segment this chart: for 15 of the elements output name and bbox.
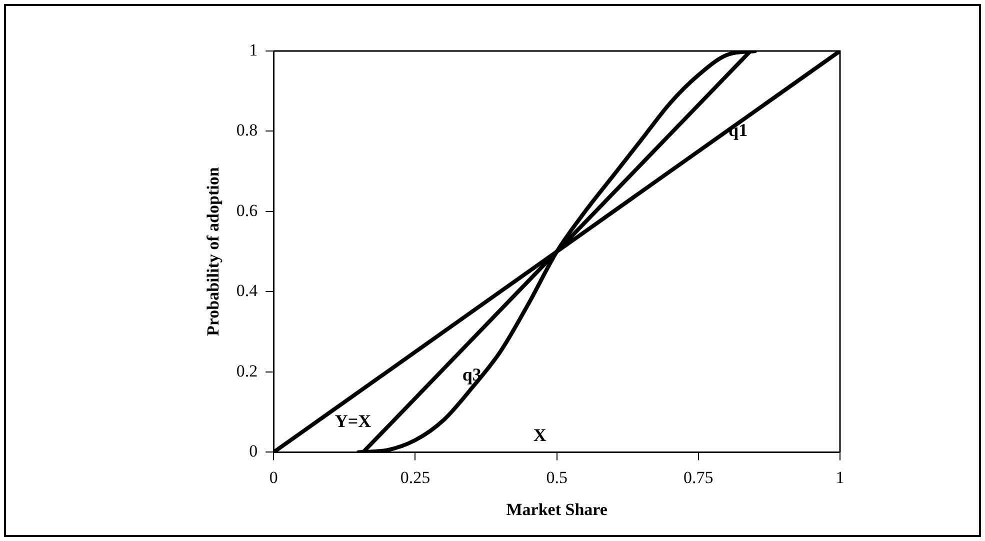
annotation: X [533, 424, 546, 445]
x-axis-title: Market Share [506, 500, 608, 520]
y-tick-label: 1 [249, 40, 258, 60]
annotation: Y=X [334, 410, 372, 431]
x-tick-label: 1 [836, 468, 844, 487]
x-tick-label: 0.75 [684, 468, 714, 487]
y-tick-label: 0.4 [236, 281, 258, 300]
x-tick-label: 0.25 [400, 468, 430, 487]
x-tick-label: 0.5 [546, 468, 568, 487]
y-tick-label: 0.8 [236, 120, 258, 140]
y-tick-label: 0 [249, 442, 258, 461]
y-axis-title: Probability of adoption [204, 166, 223, 336]
y-tick-label: 0.6 [236, 200, 258, 220]
y-tick-label: 0.2 [236, 361, 258, 380]
x-tick-label: 0 [269, 468, 278, 487]
